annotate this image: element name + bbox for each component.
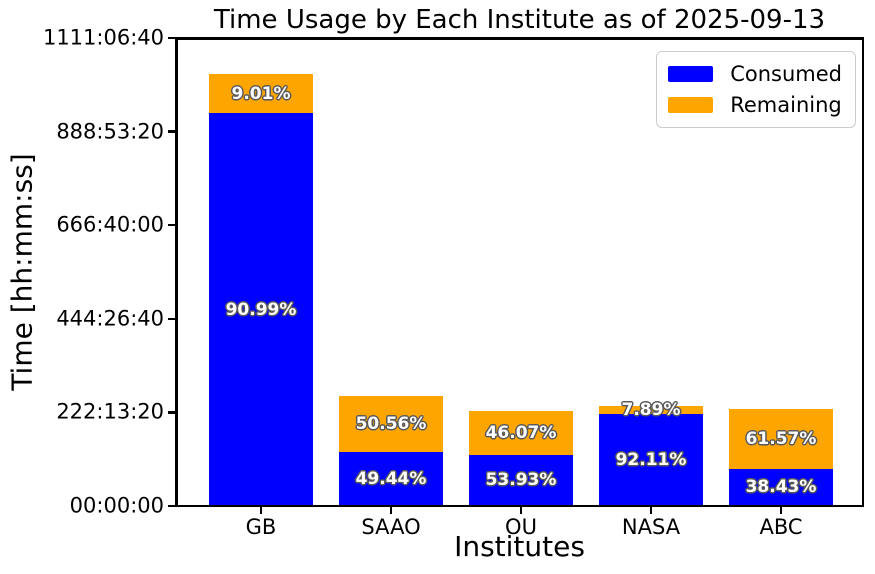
bar-GB-consumed-percent-label: 90.99% (225, 299, 297, 320)
bar-SAAO-consumed-percent-label: 49.44% (355, 468, 427, 489)
bar-NASA-remaining-percent-label: 7.89% (621, 399, 681, 420)
bar-GB-remaining-segment: 9.01% (209, 74, 313, 114)
bar-ABC-consumed-percent-label: 38.43% (745, 477, 817, 498)
x-axis-label: Institutes (454, 530, 585, 563)
bar-NASA-remaining-segment: 7.89% (599, 400, 703, 420)
bar-OU-consumed-segment: 53.93% (469, 454, 573, 506)
x-tick-mark-NASA (649, 506, 653, 514)
bar-OU-remaining-percent-label: 46.07% (485, 422, 557, 443)
bar-GB-consumed-segment: 90.99% (209, 113, 313, 506)
y-tick-label-5: 1111:06:40 (42, 25, 164, 50)
x-tick-label-ABC: ABC (759, 515, 803, 539)
legend: Consumed Remaining (656, 51, 856, 128)
x-tick-mark-ABC (779, 506, 783, 514)
x-tick-label-NASA: NASA (621, 515, 681, 539)
y-axis-label: Time [hh:mm:ss] (5, 153, 39, 391)
x-tick-mark-GB (259, 506, 263, 514)
x-tick-mark-SAAO (389, 506, 393, 514)
bar-NASA: 92.11% 7.89% (599, 400, 703, 506)
x-tick-label-SAAO: SAAO (361, 515, 421, 539)
bar-OU: 53.93% 46.07% (469, 411, 573, 506)
bar-SAAO-remaining-percent-label: 50.56% (355, 413, 427, 434)
x-tick-mark-OU (519, 506, 523, 514)
axis-spine-right (861, 37, 864, 507)
y-tick-mark-1 (168, 411, 176, 414)
legend-item-consumed: Consumed (668, 62, 842, 86)
bar-GB-remaining-percent-label: 9.01% (231, 83, 291, 104)
chart-title: Time Usage by Each Institute as of 2025-… (213, 5, 826, 35)
bar-OU-remaining-segment: 46.07% (469, 411, 573, 455)
remaining-swatch (668, 97, 714, 113)
y-tick-label-1: 222:13:20 (56, 399, 164, 424)
legend-label-consumed: Consumed (730, 62, 842, 86)
consumed-swatch (668, 66, 714, 82)
y-tick-label-0: 00:00:00 (69, 493, 164, 518)
y-tick-label-4: 888:53:20 (56, 119, 164, 144)
axis-spine-top (176, 37, 863, 40)
bar-SAAO-remaining-segment: 50.56% (339, 396, 443, 452)
legend-item-remaining: Remaining (668, 93, 842, 117)
y-tick-mark-2 (168, 317, 176, 321)
bar-ABC-consumed-segment: 38.43% (729, 468, 833, 506)
y-tick-mark-3 (168, 223, 176, 227)
bar-GB: 90.99% 9.01% (209, 74, 313, 506)
bar-SAAO: 49.44% 50.56% (339, 396, 443, 506)
bar-SAAO-consumed-segment: 49.44% (339, 451, 443, 506)
axis-spine-left (175, 37, 178, 507)
legend-label-remaining: Remaining (730, 93, 842, 117)
y-tick-label-3: 666:40:00 (56, 212, 164, 237)
x-tick-label-GB: GB (245, 515, 277, 539)
bar-ABC-remaining-segment: 61.57% (729, 408, 833, 469)
bar-NASA-consumed-segment: 92.11% (599, 413, 703, 506)
bar-OU-consumed-percent-label: 53.93% (485, 470, 557, 491)
bar-ABC: 38.43% 61.57% (729, 408, 833, 506)
bar-ABC-remaining-percent-label: 61.57% (745, 428, 817, 449)
axis-spine-bottom (176, 504, 863, 507)
x-tick-label-OU: OU (505, 515, 537, 539)
plot-area: 00:00:00 222:13:20 444:26:40 666:40:00 888:5… (43, 27, 864, 538)
y-tick-mark-0 (168, 504, 176, 508)
bar-NASA-consumed-percent-label: 92.11% (615, 449, 687, 470)
y-tick-mark-5 (168, 36, 176, 40)
y-tick-mark-4 (168, 130, 176, 133)
y-tick-label-2: 444:26:40 (56, 306, 164, 331)
